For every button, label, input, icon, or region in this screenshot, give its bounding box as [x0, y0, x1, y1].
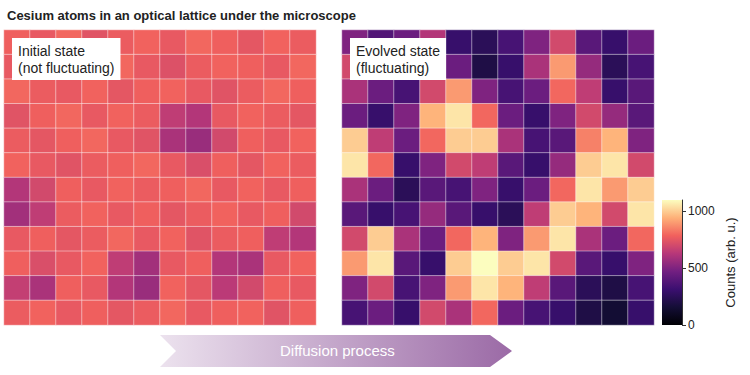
- svg-text:(not fluctuating): (not fluctuating): [18, 60, 115, 76]
- svg-text:Counts (arb. u.): Counts (arb. u.): [723, 217, 738, 307]
- svg-text:Cesium atoms in an optical lat: Cesium atoms in an optical lattice under…: [7, 8, 356, 23]
- svg-text:0: 0: [688, 318, 695, 332]
- svg-text:Diffusion process: Diffusion process: [280, 342, 395, 359]
- svg-text:Evolved state: Evolved state: [356, 43, 440, 59]
- svg-text:(fluctuating): (fluctuating): [356, 60, 429, 76]
- svg-text:1000: 1000: [688, 204, 715, 218]
- svg-text:Initial state: Initial state: [18, 43, 85, 59]
- svg-text:500: 500: [688, 261, 708, 275]
